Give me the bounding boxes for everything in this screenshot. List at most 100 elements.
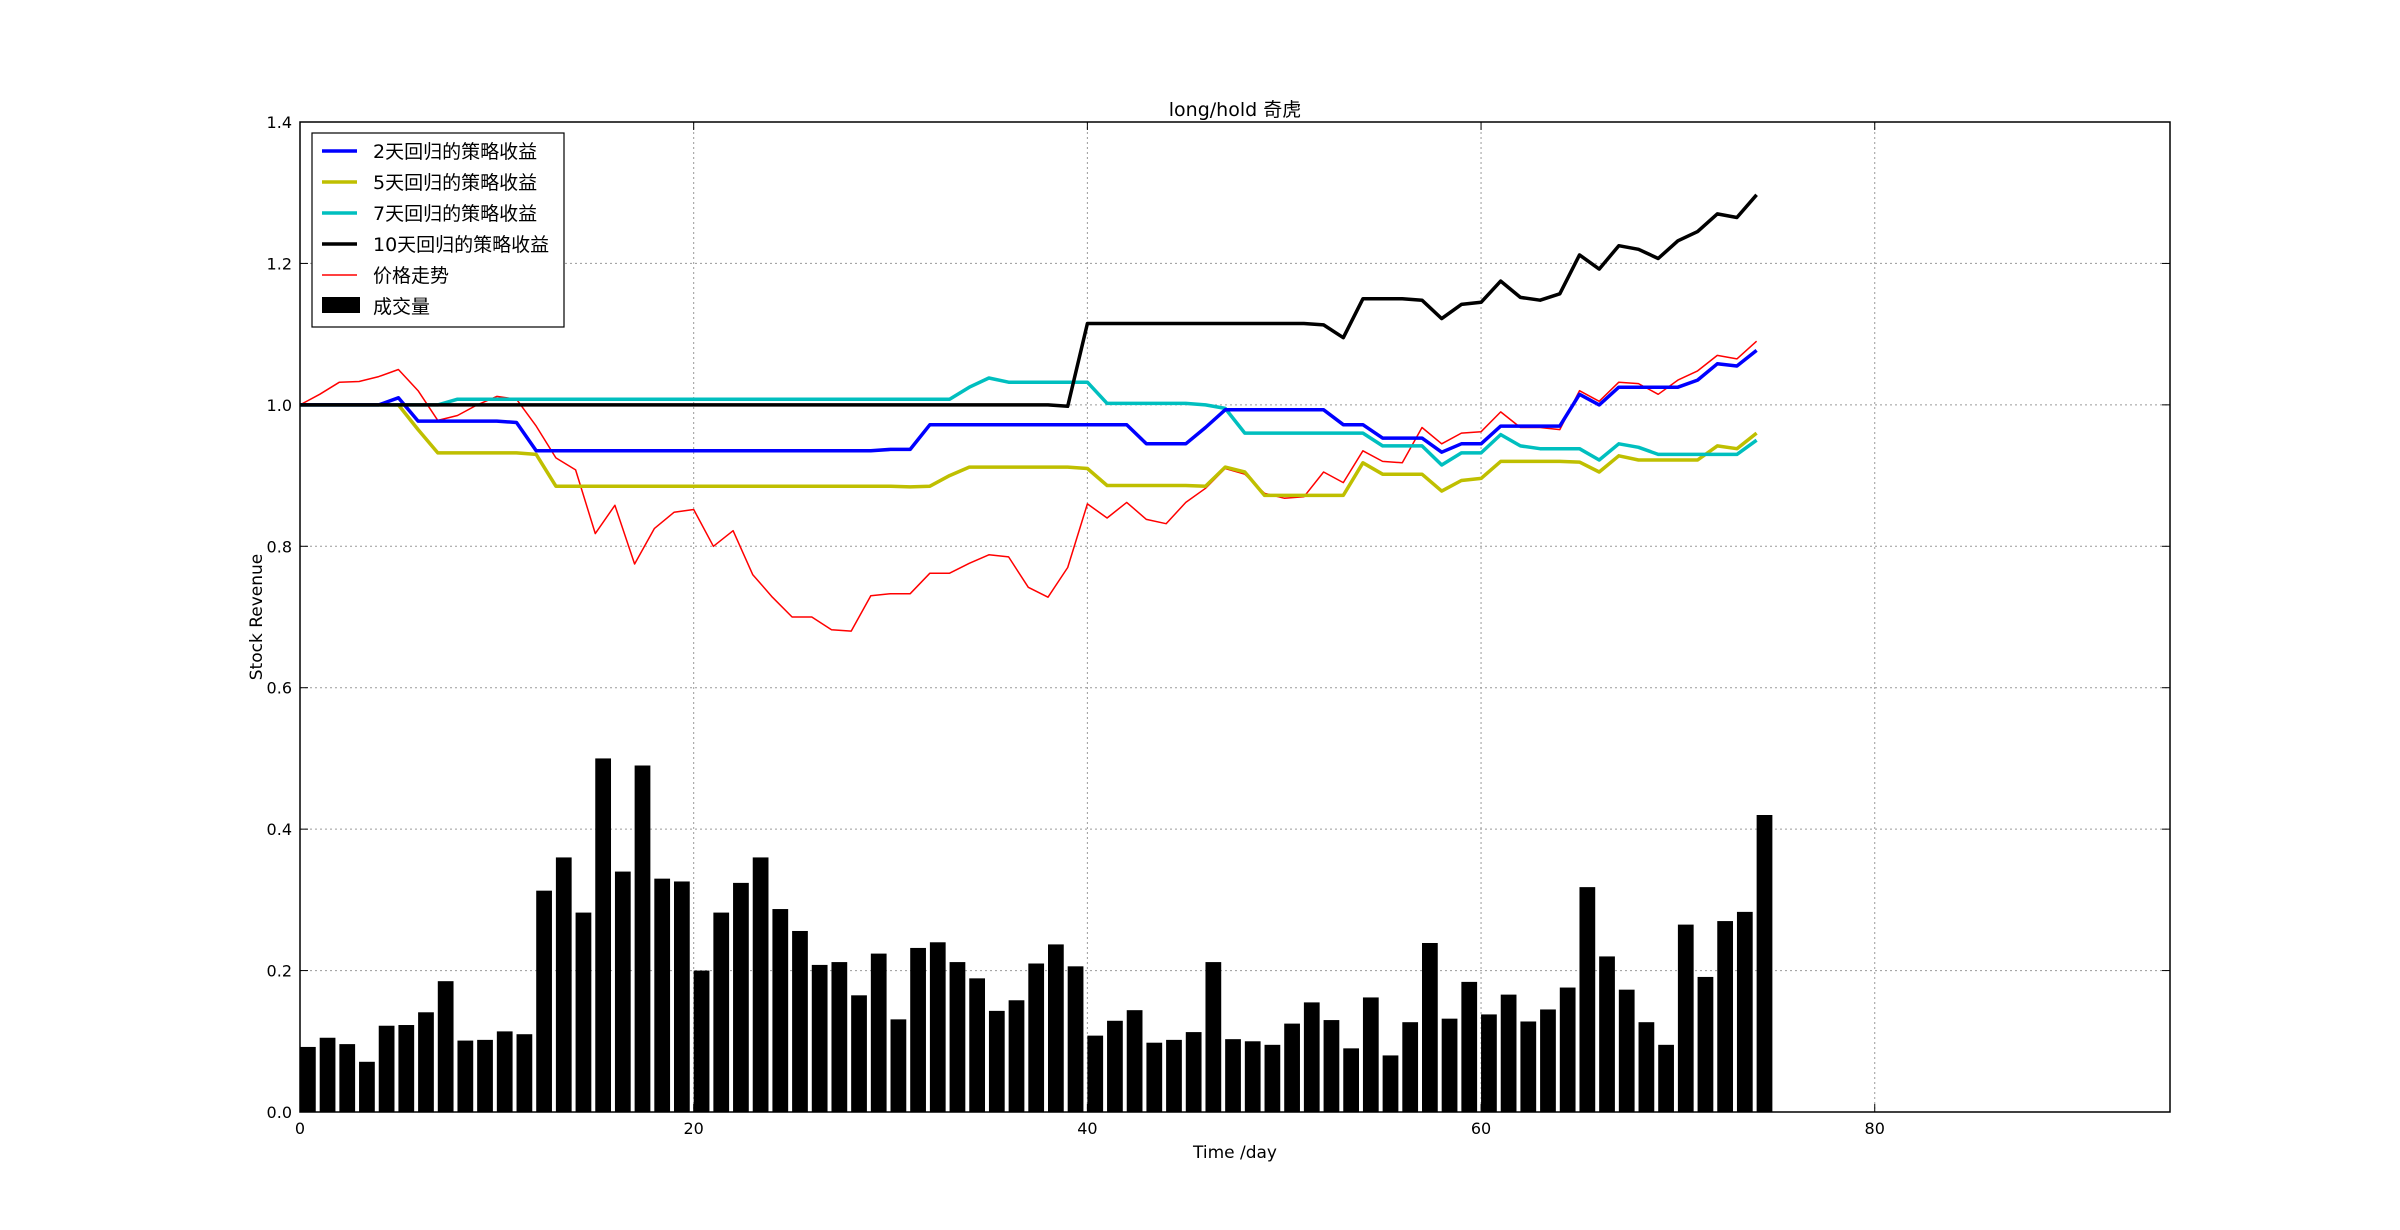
volume-bar	[634, 765, 651, 1112]
legend-label-volume: 成交量	[373, 296, 430, 318]
volume-bar	[792, 930, 808, 1112]
volume-bar	[1185, 1032, 1202, 1112]
volume-bar	[969, 978, 986, 1112]
volume-bar	[1756, 815, 1773, 1112]
volume-bar	[1697, 976, 1714, 1112]
volume-bar	[555, 857, 572, 1112]
volume-bar	[477, 1039, 493, 1112]
volume-bar	[1540, 1009, 1556, 1112]
volume-bar	[1559, 987, 1576, 1112]
volume-bar	[929, 942, 946, 1112]
volume-bar	[1087, 1035, 1104, 1112]
x-tick-label: 80	[1865, 1119, 1885, 1138]
volume-bar	[654, 878, 671, 1112]
volume-bar	[1677, 924, 1694, 1112]
volume-bar	[811, 964, 828, 1112]
series-line	[300, 349, 1758, 454]
volume-bar	[1166, 1039, 1182, 1112]
y-tick-label: 1.2	[267, 254, 292, 273]
volume-bar	[1402, 1022, 1419, 1112]
y-tick-label: 0.0	[267, 1103, 292, 1122]
legend-label-7day: 7天回归的策略收益	[373, 203, 537, 225]
volume-bar	[339, 1044, 356, 1112]
volume-bar	[319, 1037, 336, 1112]
volume-bar	[1067, 966, 1084, 1112]
volume-bar	[1599, 956, 1615, 1112]
volume-bar	[1618, 989, 1635, 1112]
volume-bar	[398, 1025, 415, 1112]
y-tick-label: 0.4	[267, 820, 292, 839]
volume-bar	[851, 995, 867, 1112]
volume-bar	[733, 882, 749, 1112]
volume-bar	[1736, 911, 1753, 1112]
volume-bar	[890, 1019, 907, 1112]
chart-title: long/hold 奇虎	[1169, 99, 1301, 121]
volume-bar	[1264, 1044, 1281, 1112]
series-line	[300, 403, 1758, 498]
legend-label-5day: 5天回归的策略收益	[373, 172, 537, 194]
volume-bar	[1244, 1041, 1261, 1112]
volume-bar	[300, 1046, 316, 1112]
volume-bar	[1461, 981, 1478, 1112]
volume-bar	[575, 912, 592, 1112]
volume-bar	[1382, 1055, 1399, 1112]
plot-frame	[299, 121, 2171, 1113]
volume-bar	[988, 1010, 1005, 1112]
volume-bar	[752, 857, 769, 1112]
volume-bar	[1362, 997, 1379, 1112]
legend-label-10day: 10天回归的策略收益	[373, 234, 549, 256]
x-tick-label: 40	[1077, 1119, 1097, 1138]
y-tick-label: 0.6	[267, 679, 292, 698]
volume-bar	[693, 970, 710, 1112]
volume-bar	[1126, 1010, 1143, 1112]
volume-bar	[949, 962, 966, 1112]
y-tick-label: 1.4	[267, 113, 292, 132]
volume-bar	[496, 1031, 513, 1112]
x-tick-label: 0	[295, 1119, 305, 1138]
volume-bar	[516, 1034, 533, 1112]
volume-bar	[870, 953, 887, 1112]
volume-bar	[1225, 1039, 1241, 1112]
volume-bar	[1441, 1018, 1458, 1112]
y-tick-label: 1.0	[267, 396, 292, 415]
y-tick-label: 0.2	[267, 962, 292, 981]
volume-bar	[1500, 994, 1517, 1112]
legend-box	[311, 132, 565, 328]
series-line	[300, 376, 1758, 467]
volume-bar	[1323, 1020, 1340, 1112]
x-tick-label: 60	[1471, 1119, 1491, 1138]
volume-bar	[1481, 1014, 1497, 1112]
volume-bar	[359, 1061, 375, 1112]
volume-bar	[674, 881, 690, 1112]
volume-bar	[457, 1040, 474, 1112]
volume-bar	[772, 909, 789, 1112]
x-axis-title: Time /day	[1192, 1143, 1277, 1163]
axis-ticks: 0 20 40 60 80 0.0 0.2 0.4 0.6 0.8 1.0 1.2 1.4	[267, 113, 2170, 1138]
volume-bar	[595, 758, 612, 1112]
legend-label-2day: 2天回归的策略收益	[373, 141, 537, 163]
volume-bar	[1343, 1048, 1360, 1112]
volume-bar	[1520, 1021, 1537, 1112]
series-line	[300, 193, 1758, 409]
volume-bar	[1638, 1022, 1655, 1112]
series-line	[299, 340, 1758, 632]
volume-bar	[536, 890, 552, 1112]
volume-bar	[418, 1012, 434, 1112]
x-tick-label: 20	[684, 1119, 704, 1138]
legend-swatch-volume	[322, 297, 360, 313]
volume-bar	[1658, 1044, 1674, 1112]
volume-bar	[1284, 1023, 1300, 1112]
volume-bar	[614, 871, 631, 1112]
volume-bar	[1303, 1002, 1320, 1112]
volume-bars	[300, 758, 1773, 1112]
volume-bar	[831, 962, 848, 1112]
y-axis-title: Stock Revenue	[247, 554, 267, 681]
legend: 2天回归的策略收益 5天回归的策略收益 7天回归的策略收益 10天回归的策略收益…	[311, 132, 565, 328]
y-tick-label: 0.8	[267, 537, 292, 556]
volume-bar	[378, 1025, 395, 1112]
volume-bar	[1107, 1020, 1123, 1112]
volume-bar	[1048, 944, 1064, 1112]
volume-bar	[910, 947, 926, 1112]
volume-bar	[713, 912, 730, 1112]
